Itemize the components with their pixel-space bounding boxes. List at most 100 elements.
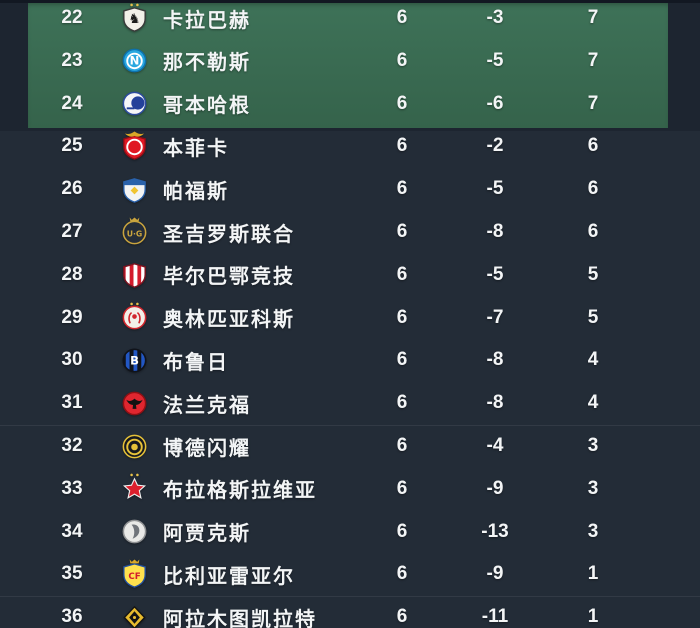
table-row-36[interactable]: 36 阿拉木图凯拉特 6 -11 1	[0, 596, 700, 628]
table-row-31[interactable]: 31 法兰克福 6 -8 4	[0, 382, 700, 425]
goal-difference: -8	[486, 349, 504, 371]
points: 7	[587, 49, 599, 71]
position-label: 22	[61, 7, 83, 28]
played-count: 6	[396, 49, 408, 71]
team-name: 本菲卡	[163, 137, 229, 160]
goal-difference: -11	[481, 606, 509, 628]
points: 7	[587, 92, 599, 114]
points: 4	[587, 392, 599, 414]
position-label: 34	[61, 520, 83, 542]
svg-text:B: B	[130, 353, 139, 367]
goal-difference: -2	[486, 135, 504, 157]
played-count: 6	[396, 178, 408, 200]
team-name: 布鲁日	[163, 351, 229, 374]
goal-difference: -8	[486, 392, 504, 414]
team-logo-33-icon	[119, 473, 150, 504]
played-count: 6	[396, 135, 408, 157]
table-row-35[interactable]: 35 CF 比利亚雷亚尔 6 -9 1	[0, 553, 700, 596]
table-row-32[interactable]: 32 博德闪耀 6 -4 3	[0, 425, 700, 468]
table-row-27[interactable]: 27 U·G 圣吉罗斯联合 6 -8 6	[0, 211, 700, 254]
svg-text:CF: CF	[128, 572, 140, 582]
points: 5	[587, 263, 599, 285]
position-label: 27	[61, 221, 83, 242]
points: 4	[587, 349, 599, 371]
team-name: 哥本哈根	[163, 95, 251, 118]
position-label: 28	[61, 263, 83, 285]
goal-difference: -4	[486, 435, 504, 456]
played-count: 6	[396, 477, 408, 499]
team-logo-24-icon	[119, 88, 150, 119]
position-label: 25	[61, 135, 83, 157]
table-row-33[interactable]: 33 布拉格斯拉维亚 6 -9 3	[0, 467, 700, 510]
played-count: 6	[396, 92, 408, 114]
team-name: 法兰克福	[163, 394, 251, 417]
svg-text:N: N	[130, 54, 140, 68]
goal-difference: -8	[486, 221, 504, 242]
goal-difference: -3	[486, 7, 504, 28]
points: 6	[587, 178, 599, 200]
team-logo-29-icon	[119, 302, 150, 333]
team-logo-26-icon	[119, 174, 150, 205]
played-count: 6	[396, 520, 408, 542]
played-count: 6	[396, 349, 408, 371]
team-logo-25-icon	[119, 131, 150, 162]
position-label: 35	[61, 563, 83, 585]
points: 1	[587, 606, 599, 628]
played-count: 6	[396, 435, 408, 456]
table-row-30[interactable]: 30 B 布鲁日 6 -8 4	[0, 339, 700, 382]
played-count: 6	[396, 392, 408, 414]
team-logo-32-icon	[119, 431, 150, 462]
svg-text:U·G: U·G	[127, 229, 143, 238]
played-count: 6	[396, 7, 408, 28]
team-logo-27-icon: U·G	[119, 216, 150, 248]
position-label: 26	[61, 178, 83, 200]
table-row-24[interactable]: 24 哥本哈根 6 -6 7	[0, 82, 700, 125]
goal-difference: -9	[486, 477, 504, 499]
points: 3	[587, 477, 599, 499]
team-name: 圣吉罗斯联合	[163, 223, 295, 246]
table-row-22[interactable]: 22 ♞ 卡拉巴赫 6 -3 7	[0, 0, 700, 40]
position-label: 29	[61, 306, 83, 328]
team-name: 毕尔巴鄂竞技	[163, 266, 295, 289]
goal-difference: -9	[486, 563, 504, 585]
points: 1	[587, 563, 599, 585]
played-count: 6	[396, 306, 408, 328]
team-name: 阿拉木图凯拉特	[163, 608, 317, 628]
team-logo-23-icon: N	[119, 45, 150, 76]
points: 3	[587, 520, 599, 542]
team-name: 帕福斯	[163, 180, 229, 203]
table-row-29[interactable]: 29 奥林匹亚科斯 6 -7 5	[0, 296, 700, 339]
team-logo-22-icon: ♞	[119, 3, 150, 34]
goal-difference: -6	[486, 92, 504, 114]
row-divider	[0, 424, 700, 426]
points: 6	[587, 221, 599, 242]
team-name: 奥林匹亚科斯	[163, 309, 295, 332]
table-row-26[interactable]: 26 帕福斯 6 -5 6	[0, 168, 700, 211]
points: 3	[587, 435, 599, 456]
points: 6	[587, 135, 599, 157]
position-label: 33	[61, 477, 83, 499]
played-count: 6	[396, 606, 408, 628]
table-row-23[interactable]: 23 N 那不勒斯 6 -5 7	[0, 39, 700, 82]
goal-difference: -5	[486, 263, 504, 285]
row-boundary-strip	[0, 0, 700, 3]
position-label: 36	[61, 606, 83, 628]
position-label: 31	[61, 392, 83, 414]
position-label: 24	[61, 92, 83, 114]
svg-text:♞: ♞	[128, 10, 140, 26]
goal-difference: -5	[486, 178, 504, 200]
played-count: 6	[396, 563, 408, 585]
team-logo-31-icon	[119, 388, 150, 419]
position-label: 30	[61, 349, 83, 371]
row-divider	[0, 595, 700, 597]
team-logo-36-icon	[119, 602, 150, 628]
played-count: 6	[396, 221, 408, 242]
table-row-34[interactable]: 34 阿贾克斯 6 -13 3	[0, 510, 700, 553]
table-row-28[interactable]: 28 毕尔巴鄂竞技 6 -5 5	[0, 253, 700, 296]
table-row-25[interactable]: 25 本菲卡 6 -2 6	[0, 125, 700, 168]
team-logo-35-icon: CF	[119, 559, 150, 590]
team-logo-34-icon	[119, 516, 150, 547]
goal-difference: -5	[486, 49, 504, 71]
